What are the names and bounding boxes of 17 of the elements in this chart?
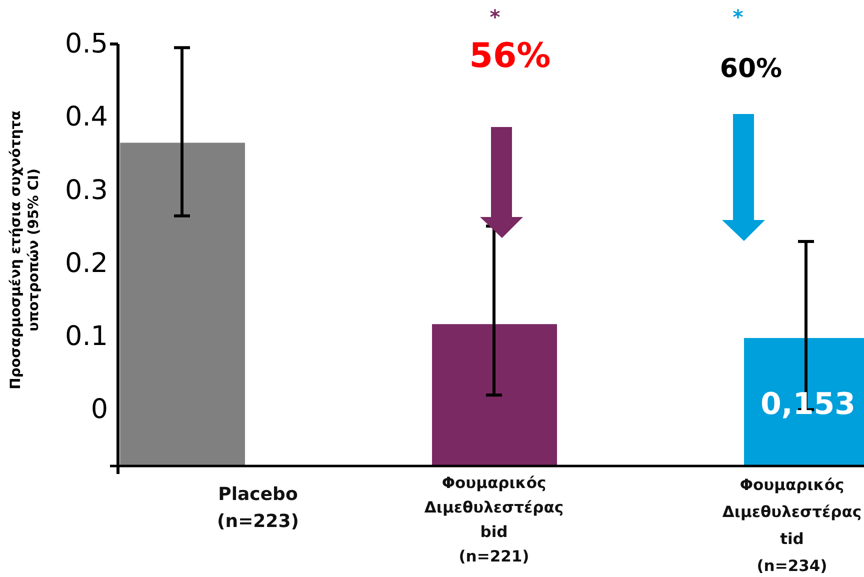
x-tick-label: Φουμαρικός Διμεθυλεστέρας bid (n=221): [424, 474, 564, 566]
y-tick-label: 0.3: [65, 174, 108, 206]
y-tick-label: 0.2: [65, 248, 108, 279]
y-tick-label: 0: [90, 394, 108, 426]
x-tick-label: Φουμαρικός Διμεθυλεστέρας tid (n=234): [722, 476, 862, 575]
annotation: 56%: [469, 36, 551, 76]
y-tick-label: 0.5: [65, 28, 108, 60]
bar: [432, 324, 557, 466]
y-axis-title: Προσαρμοσμένη ετήσια συχνότητα υποτροπών (95% CI): [8, 110, 42, 390]
y-tick-label: 0.4: [65, 102, 108, 133]
text: *: [732, 5, 744, 29]
bar: [120, 142, 245, 466]
x-tick-label: Placebo (n=223): [217, 484, 299, 532]
annotation: 0,153: [760, 387, 856, 422]
annotation: 60%: [720, 54, 782, 84]
y-tick-label: 0.1: [65, 321, 108, 352]
text: *: [490, 5, 501, 29]
